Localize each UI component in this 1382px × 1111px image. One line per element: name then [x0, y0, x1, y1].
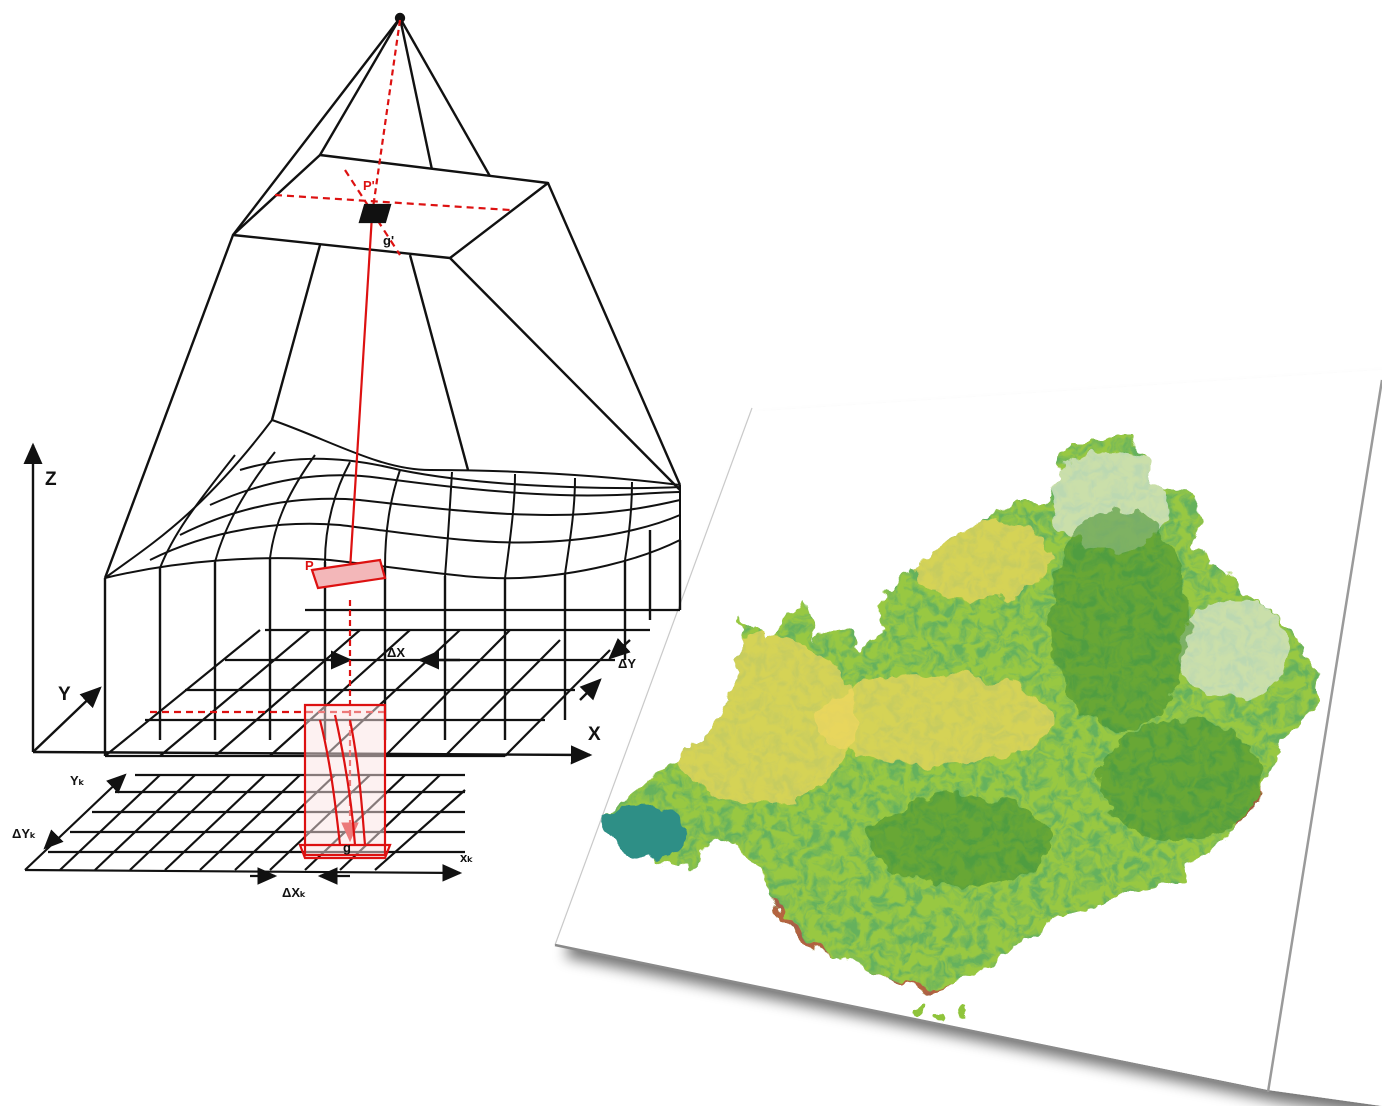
x-axis-label: X	[588, 724, 601, 745]
map-island	[914, 1002, 926, 1014]
map-forest-northeast	[1050, 510, 1190, 730]
map-agriculture-central	[815, 675, 1055, 765]
delta-yk-label: ΔYₖ	[12, 826, 36, 841]
map-forest-east	[1100, 720, 1260, 840]
map-card-edge-right	[1266, 379, 1382, 1093]
yk-label: Yₖ	[70, 773, 85, 788]
map-card-edge-bottom	[554, 943, 1269, 1094]
map-sparse-east	[1180, 600, 1290, 700]
image-point-p-label: P'	[363, 178, 375, 193]
map-forest-south	[870, 795, 1050, 885]
projection-ray	[150, 19, 511, 860]
surface-cell-highlight	[310, 558, 387, 590]
image-point-g-label: g'	[383, 233, 394, 248]
map-island	[960, 1007, 970, 1017]
raster-grid	[24, 773, 466, 885]
xk-label: xₖ	[460, 850, 473, 865]
y-axis	[32, 686, 102, 753]
map-water-lagoon	[603, 804, 685, 859]
terrain-surface-grid	[104, 419, 681, 580]
map-card-edge-left	[554, 407, 753, 946]
delta-xk-label: ΔXₖ	[282, 885, 306, 900]
column-highlight	[303, 703, 387, 857]
z-axis-label: Z	[45, 469, 57, 490]
map-island	[937, 1015, 943, 1021]
y-axis-label: Y	[58, 684, 71, 705]
diagram-labels: Z Y X ΔX ΔY P' g' P Yₖ xₖ ΔYₖ ΔXₖ g	[12, 178, 636, 900]
surface-point-p-label: P	[305, 558, 314, 573]
image-pixel-marker	[358, 203, 392, 224]
delta-y-label: ΔY	[618, 656, 636, 671]
grid-g-label: g	[343, 840, 351, 855]
frustum-lines	[103, 182, 682, 579]
delta-x-label: ΔX	[387, 645, 405, 660]
